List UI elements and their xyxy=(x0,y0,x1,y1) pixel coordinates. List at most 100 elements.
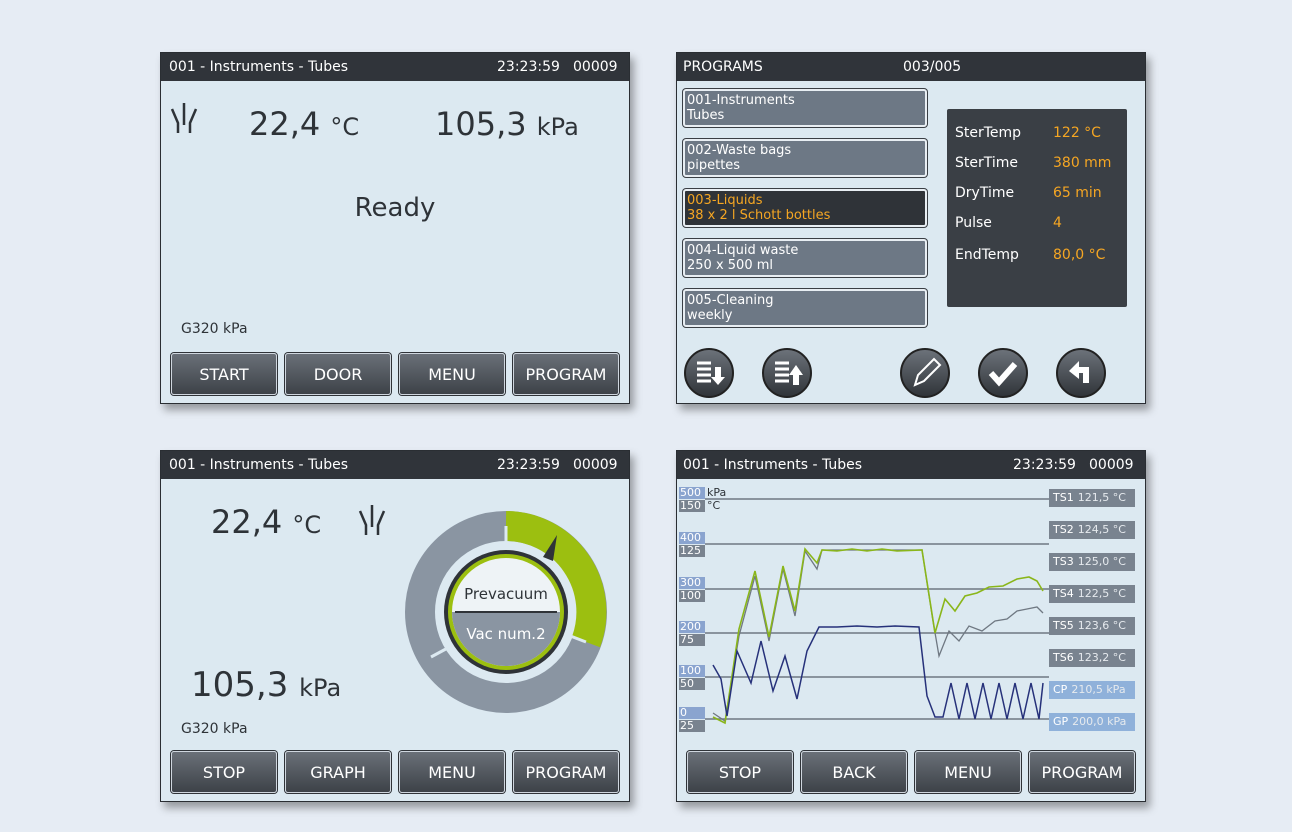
thermo-icon xyxy=(169,101,199,135)
step: Vac num.2 xyxy=(451,625,561,643)
program-button[interactable]: PROGRAM xyxy=(513,751,619,793)
pressure-tick: 100 xyxy=(679,665,705,677)
temperature-tick: 25 xyxy=(679,720,705,732)
page: {"status_screen":{"header":{"title":"001… xyxy=(0,0,1292,832)
back-button[interactable]: BACK xyxy=(801,751,907,793)
program-button[interactable]: PROGRAM xyxy=(513,353,619,395)
reading: TS2 124,5 °C xyxy=(1049,521,1135,539)
header-title: PROGRAMS xyxy=(683,59,763,75)
program-name: 002-Waste bags xyxy=(687,143,925,158)
scroll-down-button[interactable] xyxy=(685,349,733,397)
progress-gauge xyxy=(401,507,611,717)
reading: TS4 122,5 °C xyxy=(1049,585,1135,603)
sensor: G320 kPa xyxy=(181,321,248,337)
param-value: 4 xyxy=(1053,215,1062,231)
header-page: 003/005 xyxy=(903,59,961,75)
pressure-value: 105,3 xyxy=(191,665,288,705)
reading: CP 210,5 kPa xyxy=(1049,681,1135,699)
back-button[interactable] xyxy=(1057,349,1105,397)
reading-value: 122,5 °C xyxy=(1078,587,1126,600)
reading-value: 124,5 °C xyxy=(1078,523,1126,536)
reading-name: TS1 xyxy=(1053,491,1074,504)
header: PROGRAMS 003/005 xyxy=(677,53,1145,81)
param-value: 122 °C xyxy=(1053,125,1101,141)
confirm-button[interactable] xyxy=(979,349,1027,397)
header-title: 001 - Instruments - Tubes xyxy=(169,457,348,473)
program-load: weekly xyxy=(687,308,925,323)
program-load: Tubes xyxy=(687,108,925,123)
sensor: G320 kPa xyxy=(181,721,248,737)
reading: TS1 121,5 °C xyxy=(1049,489,1135,507)
stop-button[interactable]: STOP xyxy=(171,751,277,793)
reading: GP 200,0 kPa xyxy=(1049,713,1135,731)
pressure-tick: 0 xyxy=(679,707,705,719)
scroll-up-button[interactable] xyxy=(763,349,811,397)
stop-button[interactable]: STOP xyxy=(687,751,793,793)
phase: Prevacuum xyxy=(451,585,561,603)
graph-button[interactable]: GRAPH xyxy=(285,751,391,793)
vacuum-screen: 001 - Instruments - Tubes 23:23:59 00009… xyxy=(160,450,630,802)
temperature-tick: 100 xyxy=(679,590,705,602)
temperature-unit: °C xyxy=(330,113,359,141)
reading-name: TS2 xyxy=(1053,523,1074,536)
reading-value: 121,5 °C xyxy=(1078,491,1126,504)
menu-button[interactable]: MENU xyxy=(399,751,505,793)
reading-value: 123,6 °C xyxy=(1078,619,1126,632)
temperature-tick: 125 xyxy=(679,545,705,557)
param-name: DryTime xyxy=(955,185,1014,201)
pressure-tick: 400 xyxy=(679,532,705,544)
pressure-tick: 200 xyxy=(679,621,705,633)
pressure-unit: kPa xyxy=(707,486,726,499)
edit-button[interactable] xyxy=(901,349,949,397)
header: 001 - Instruments - Tubes 23:23:59 00009 xyxy=(161,53,629,81)
icon-bar xyxy=(677,341,1145,403)
header: 001 - Instruments - Tubes 23:23:59 00009 xyxy=(161,451,629,479)
header-counter: 00009 xyxy=(573,59,618,75)
program-name: 004-Liquid waste xyxy=(687,243,925,258)
door-button[interactable]: DOOR xyxy=(285,353,391,395)
temperature-unit: °C xyxy=(707,499,720,512)
reading-name: CP xyxy=(1053,683,1067,696)
status-screen: 001 - Instruments - Tubes 23:23:59 00009… xyxy=(160,52,630,404)
header-counter: 00009 xyxy=(573,457,618,473)
pressure-value: 105,3 xyxy=(435,105,527,143)
reading: TS6123,2 °C xyxy=(1049,649,1135,667)
reading-name: GP xyxy=(1053,715,1068,728)
param-name: EndTemp xyxy=(955,247,1019,263)
param-value: 380 mm xyxy=(1053,155,1111,171)
temperature-value: 22,4 xyxy=(211,503,282,541)
menu-button[interactable]: MENU xyxy=(399,353,505,395)
pressure-tick: 500 xyxy=(679,487,705,499)
program-name: 005-Cleaning xyxy=(687,293,925,308)
program-button[interactable]: PROGRAM xyxy=(1029,751,1135,793)
pressure-unit: kPa xyxy=(537,113,579,141)
temperature-tick: 150 xyxy=(679,500,705,512)
thermo-icon xyxy=(357,503,387,537)
program-name: 001-Instruments xyxy=(687,93,925,108)
param-name: SterTemp xyxy=(955,125,1021,141)
program-name: 003-Liquids xyxy=(687,193,925,208)
reading-name: TS4 xyxy=(1053,587,1074,600)
reading-value: 200,0 kPa xyxy=(1072,715,1126,728)
reading-value: 123,2 °C xyxy=(1078,651,1126,664)
header-time: 23:23:59 xyxy=(497,59,560,75)
pressure: 105,3 kPa xyxy=(435,105,579,143)
param-name: Pulse xyxy=(955,215,992,231)
start-button[interactable]: START xyxy=(171,353,277,395)
temperature: 22,4 °C xyxy=(211,503,321,541)
temperature-tick: 50 xyxy=(679,678,705,690)
header-time: 23:23:59 xyxy=(497,457,560,473)
menu-button[interactable]: MENU xyxy=(915,751,1021,793)
param-name: SterTime xyxy=(955,155,1018,171)
temperature-value: 22,4 xyxy=(249,105,320,143)
pressure-unit: kPa xyxy=(299,674,341,702)
reading-value: 210,5 kPa xyxy=(1071,683,1125,696)
